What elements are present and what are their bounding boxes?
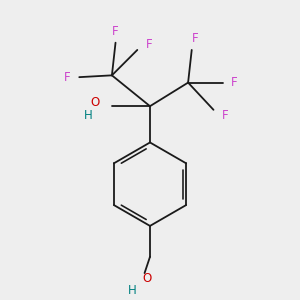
Text: F: F <box>146 38 152 51</box>
Text: H: H <box>84 109 93 122</box>
Text: O: O <box>90 96 99 109</box>
Text: H: H <box>128 284 136 297</box>
Text: F: F <box>231 76 238 89</box>
Text: O: O <box>142 272 151 285</box>
Text: F: F <box>112 25 119 38</box>
Text: F: F <box>192 32 199 45</box>
Text: F: F <box>64 71 71 84</box>
Text: F: F <box>222 109 228 122</box>
